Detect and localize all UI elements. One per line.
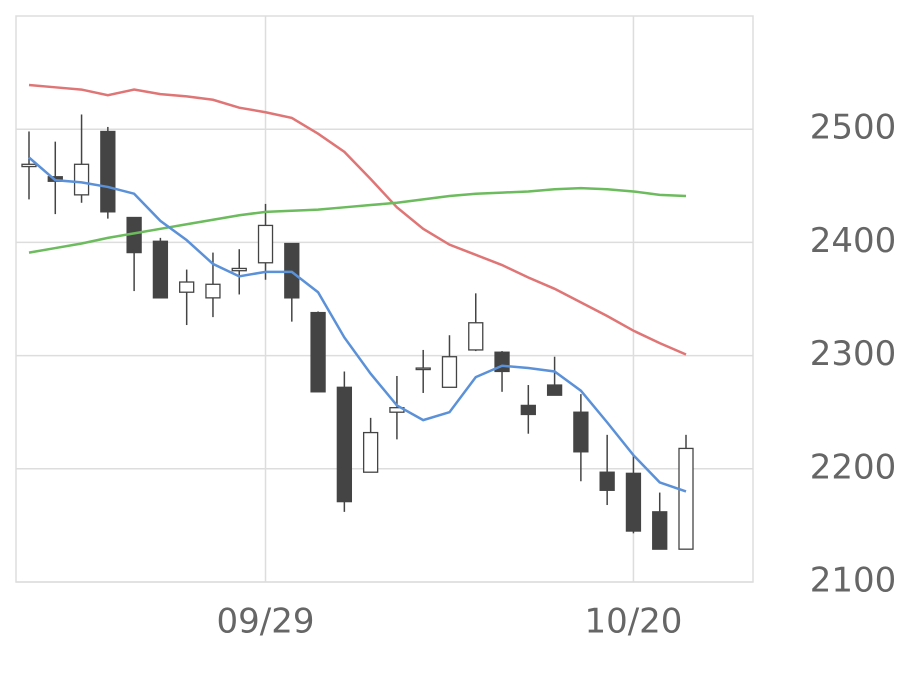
x-tick-label: 09/29	[217, 602, 315, 642]
moving-average-line	[28, 83, 687, 356]
y-tick-label: 2100	[810, 561, 897, 601]
candle-body	[362, 431, 379, 473]
candle-body	[231, 267, 247, 272]
candle-body	[599, 471, 615, 491]
candle-body	[257, 224, 274, 264]
x-tick-label: 10/20	[584, 602, 682, 642]
y-tick-label: 2400	[810, 221, 897, 261]
candle-body	[573, 411, 589, 453]
moving-average-line	[28, 156, 687, 493]
candle-body	[152, 240, 169, 299]
candle-body	[441, 356, 458, 388]
candle-body	[652, 511, 668, 550]
plot-frame	[15, 15, 754, 583]
candle-body	[415, 367, 431, 371]
candle-body	[73, 163, 90, 196]
candle-body	[310, 311, 326, 393]
candle-body	[21, 163, 37, 168]
candle-body	[336, 386, 353, 503]
candle-body	[205, 283, 221, 299]
candle-body	[546, 384, 563, 396]
moving-average-line	[28, 186, 687, 254]
candle-body	[468, 322, 484, 351]
candle-body	[625, 472, 642, 532]
candle-body	[100, 130, 116, 213]
candle-body	[179, 281, 195, 293]
candle-body	[520, 404, 536, 416]
candle-body	[678, 447, 694, 550]
y-tick-label: 2200	[810, 447, 897, 487]
y-tick-label: 2500	[810, 108, 897, 148]
y-tick-label: 2300	[810, 334, 897, 374]
